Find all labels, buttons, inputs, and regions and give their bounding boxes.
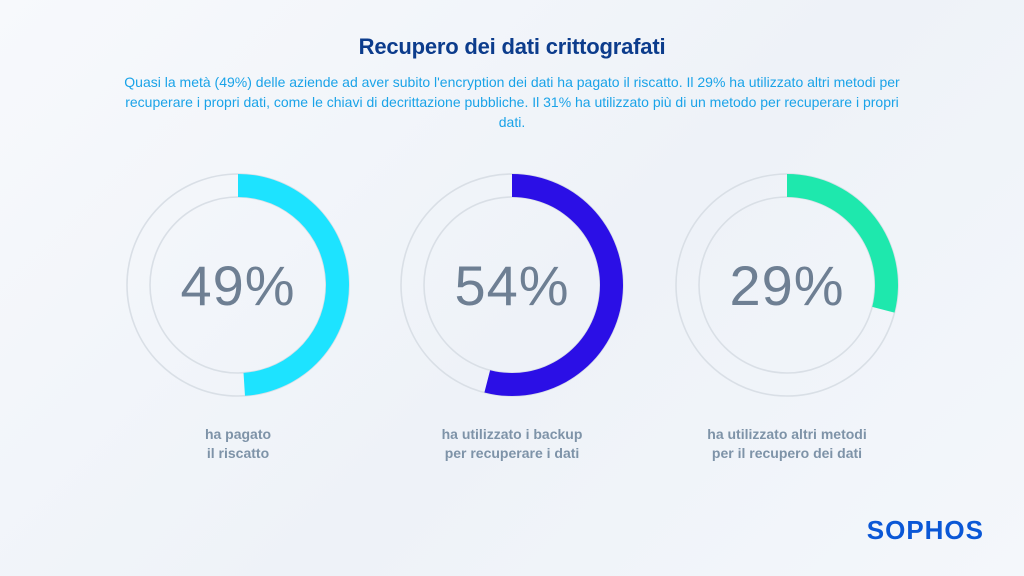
donut-arc-backups — [484, 174, 623, 396]
caption-line: ha utilizzato i backup — [441, 426, 583, 442]
donut-chart-other-methods: 29% — [667, 165, 907, 405]
page-subtitle: Quasi la metà (49%) delle aziende ad ave… — [124, 74, 900, 130]
donut-svg — [126, 173, 350, 397]
caption-other-methods: ha utilizzato altri metodi per il recupe… — [667, 425, 907, 463]
caption-backups: ha utilizzato i backup per recuperare i … — [392, 425, 632, 463]
caption-line: ha utilizzato altri metodi — [707, 426, 867, 442]
donut-svg — [400, 173, 624, 397]
sophos-logo: SOPHOS — [866, 515, 984, 545]
caption-line: ha pagato — [204, 426, 272, 442]
caption-paid-ransom: ha pagato il riscatto — [118, 425, 358, 463]
donut-value-label: 54% — [454, 253, 570, 317]
donut-value-label: 49% — [180, 253, 296, 317]
caption-line: il riscatto — [206, 445, 270, 461]
page-title: Recupero dei dati crittografati — [358, 34, 666, 59]
caption-line: per il recupero dei dati — [711, 445, 863, 461]
donut-charts: 49% 54% 29% — [0, 165, 1024, 405]
donut-svg — [675, 173, 899, 397]
donut-value-label: 29% — [729, 253, 845, 317]
donut-chart-paid-ransom: 49% — [118, 165, 358, 405]
caption-line: per recuperare i dati — [444, 445, 580, 461]
donut-arc-paid-ransom — [238, 174, 349, 396]
donut-chart-backups: 54% — [392, 165, 632, 405]
donut-arc-other-methods — [787, 174, 898, 313]
